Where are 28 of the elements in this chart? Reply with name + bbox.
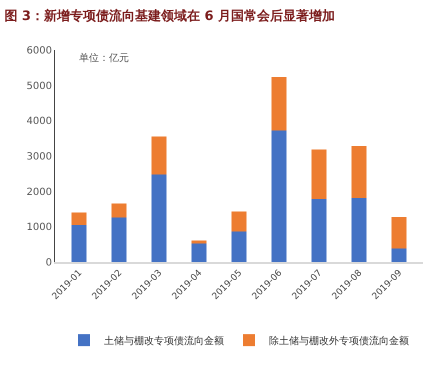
bar xyxy=(311,199,327,262)
bar xyxy=(391,248,407,262)
bar xyxy=(191,244,207,262)
bar xyxy=(151,136,167,175)
bar xyxy=(71,212,87,225)
annotation: 单位：亿元 xyxy=(79,52,129,64)
y-tick-label: 0 xyxy=(46,258,52,268)
y-tick-label: 4000 xyxy=(26,116,52,128)
bar xyxy=(271,130,287,262)
bar xyxy=(311,150,327,200)
chart-title: 图 3：新增专项债流向基建领域在 6 月国常会后显著增加 xyxy=(4,8,336,24)
bar xyxy=(351,146,367,198)
bar xyxy=(351,198,367,262)
y-tick-label: 3000 xyxy=(26,152,52,162)
bar xyxy=(111,217,127,262)
bar xyxy=(71,224,87,262)
y-tick-label: 2000 xyxy=(26,186,52,198)
y-tick-label: 6000 xyxy=(26,46,52,56)
bar xyxy=(151,174,167,262)
bar xyxy=(231,231,247,262)
y-tick-label: 5000 xyxy=(26,80,52,92)
bar xyxy=(391,216,407,249)
y-tick-label: 1000 xyxy=(26,222,52,234)
legend-label: 土储与棚改专项债流向金额 xyxy=(104,335,224,347)
bar xyxy=(271,76,287,131)
legend-label: 除土储与棚改外专项债流向金额 xyxy=(269,335,409,347)
bar xyxy=(111,203,127,218)
bar xyxy=(231,211,247,232)
